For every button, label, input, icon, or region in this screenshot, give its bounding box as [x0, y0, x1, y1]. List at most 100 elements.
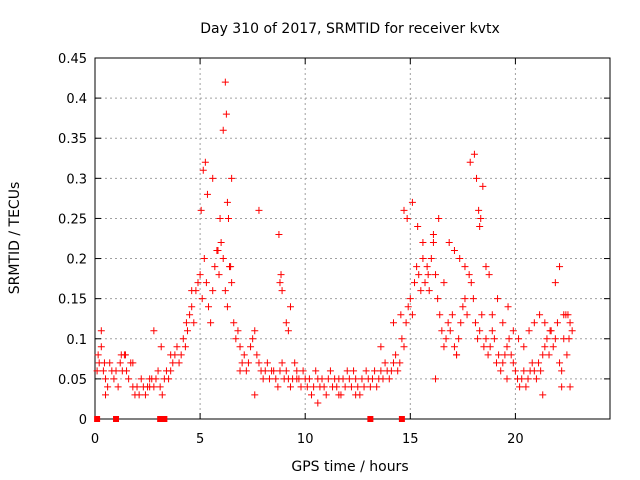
data-point: [238, 359, 246, 367]
data-point: [425, 287, 433, 295]
data-point: [432, 271, 440, 279]
data-point: [278, 359, 286, 367]
data-point: [320, 383, 328, 391]
data-point: [360, 383, 368, 391]
data-point: [520, 343, 528, 351]
data-point: [459, 303, 467, 311]
data-point: [223, 303, 231, 311]
data-point: [539, 351, 547, 359]
data-point: [453, 351, 461, 359]
data-point: [275, 230, 283, 238]
data-point: [255, 359, 263, 367]
data-point: [362, 367, 370, 375]
data-point: [97, 327, 105, 335]
data-point: [205, 303, 213, 311]
data-point: [515, 335, 523, 343]
data-point: [394, 367, 402, 375]
data-point: [505, 335, 513, 343]
data-point: [150, 327, 158, 335]
data-point: [497, 367, 505, 375]
data-point: [411, 279, 419, 287]
data-point: [222, 110, 230, 118]
data-point: [154, 367, 162, 375]
data-point: [129, 359, 137, 367]
data-point: [308, 391, 316, 399]
data-point: [414, 222, 422, 230]
data-point: [488, 311, 496, 319]
data-point: [465, 271, 473, 279]
data-point: [183, 327, 191, 335]
data-point: [247, 343, 255, 351]
data-point: [358, 375, 366, 383]
data-point: [314, 399, 322, 407]
data-point: [457, 319, 465, 327]
data-point: [479, 182, 487, 190]
data-point: [400, 343, 408, 351]
data-point: [524, 375, 532, 383]
data-point: [114, 383, 122, 391]
data-point: [249, 335, 257, 343]
data-point: [97, 343, 105, 351]
data-point: [198, 295, 206, 303]
data-point: [461, 263, 469, 271]
y-tick-label: 0.05: [58, 373, 87, 388]
y-tick-label: 0.45: [58, 52, 87, 67]
zero-markers: [94, 416, 405, 422]
data-point: [397, 311, 405, 319]
data-point: [253, 351, 261, 359]
data-point: [448, 311, 456, 319]
data-point: [186, 311, 194, 319]
data-point: [93, 367, 101, 375]
data-point: [335, 391, 343, 399]
data-point: [560, 311, 568, 319]
data-point: [167, 351, 175, 359]
data-point: [480, 343, 488, 351]
data-point: [419, 255, 427, 263]
data-point: [216, 214, 224, 222]
data-point: [549, 343, 557, 351]
data-point: [141, 391, 149, 399]
data-point: [324, 375, 332, 383]
data-point: [450, 343, 458, 351]
data-point: [263, 359, 271, 367]
data-point: [232, 335, 240, 343]
data-point: [158, 391, 166, 399]
data-point: [368, 375, 376, 383]
y-axis-label: SRMTID / TECUs: [7, 182, 23, 295]
data-point: [565, 335, 573, 343]
data-point: [450, 247, 458, 255]
data-point: [297, 383, 305, 391]
data-point: [546, 327, 554, 335]
data-point: [293, 367, 301, 375]
data-point: [274, 383, 282, 391]
data-point: [482, 263, 490, 271]
data-point: [209, 174, 217, 182]
data-point: [194, 279, 202, 287]
data-point: [501, 351, 509, 359]
y-tick-label: 0.25: [58, 212, 87, 227]
data-point: [470, 150, 478, 158]
data-point: [221, 78, 229, 86]
data-point: [568, 327, 576, 335]
data-point: [236, 343, 244, 351]
zero-marker: [94, 416, 101, 422]
data-point: [477, 214, 485, 222]
x-tick-label: 0: [91, 432, 99, 447]
data-point: [352, 375, 360, 383]
data-point: [467, 279, 475, 287]
data-point: [242, 367, 250, 375]
x-axis: 0 5 10 15 20: [91, 58, 524, 447]
chart-title: Day 310 of 2017, SRMTID for receiver kvt…: [200, 21, 500, 37]
data-point: [215, 271, 223, 279]
data-point: [137, 375, 145, 383]
data-point: [440, 343, 448, 351]
data-point: [530, 319, 538, 327]
data-point: [486, 343, 494, 351]
data-point: [432, 375, 440, 383]
data-point: [244, 359, 252, 367]
data-point: [102, 391, 110, 399]
data-point: [203, 190, 211, 198]
data-point: [445, 239, 453, 247]
data-point: [286, 303, 294, 311]
data-point: [406, 295, 414, 303]
